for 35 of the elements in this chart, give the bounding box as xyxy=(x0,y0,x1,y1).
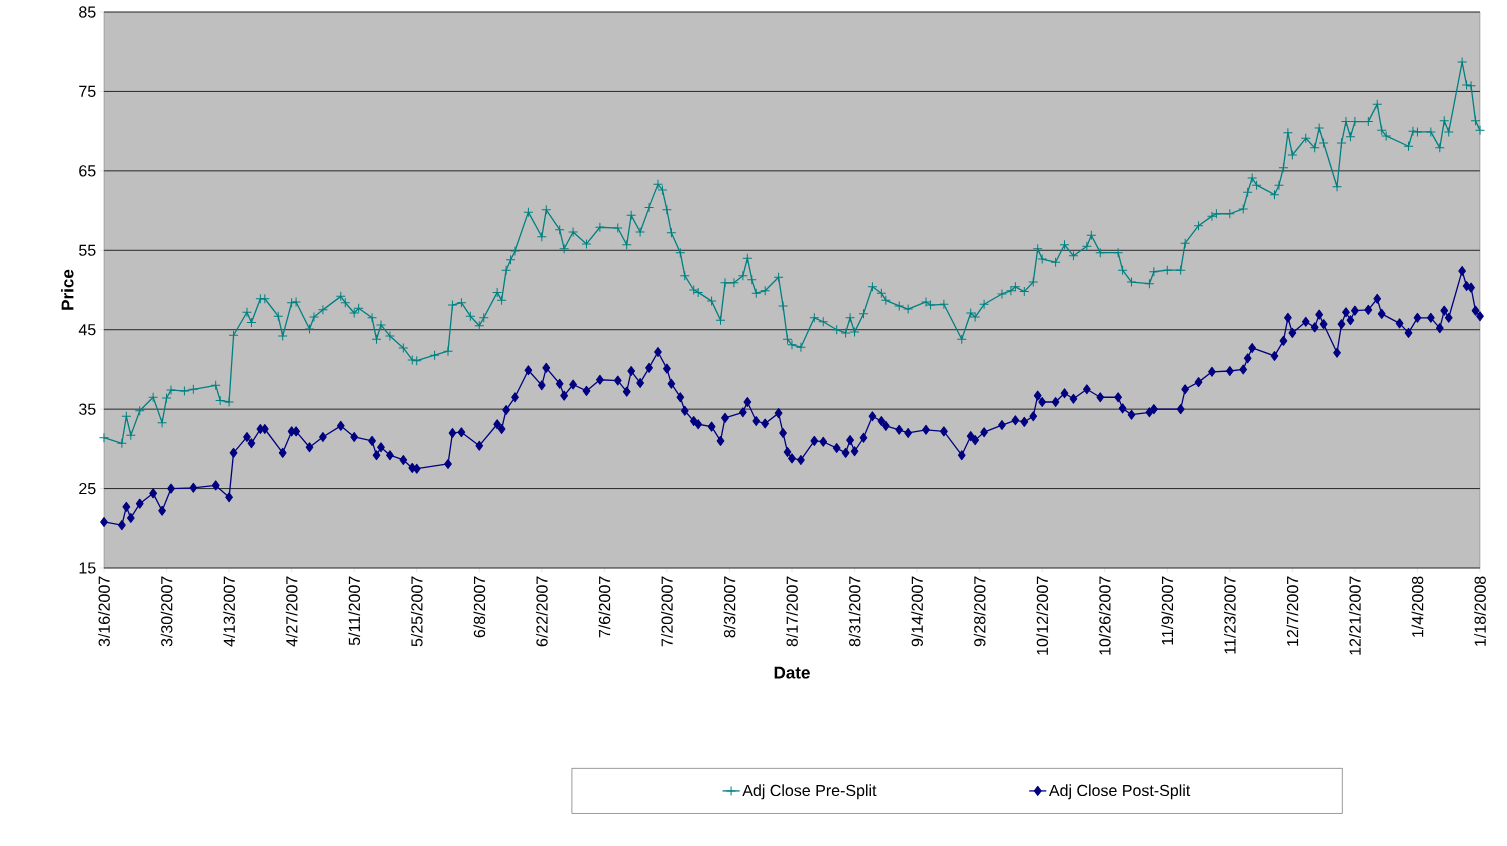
y-tick-label: 25 xyxy=(79,482,96,495)
x-tick-label: 1/18/2008 xyxy=(1474,576,1486,646)
x-tick-label: 4/27/2007 xyxy=(285,576,298,647)
x-tick-label: 12/21/2007 xyxy=(1349,576,1361,655)
y-tick-label: 55 xyxy=(79,244,96,256)
x-tick-label: 3/30/2007 xyxy=(160,576,173,647)
x-tick-label: 3/16/2007 xyxy=(98,576,110,647)
x-tick-label: 1/4/2008 xyxy=(1411,576,1424,637)
x-tick-label: 9/28/2007 xyxy=(973,576,986,647)
x-tick-label: 8/3/2007 xyxy=(723,576,736,638)
y-tick-label: 45 xyxy=(78,324,96,336)
x-tick-label: 11/23/2007 xyxy=(1223,576,1236,654)
y-tick-label: 65 xyxy=(79,165,96,177)
x-axis-title: Date xyxy=(774,666,810,679)
x-tick-label: 6/22/2007 xyxy=(535,576,548,647)
y-tick-label: 15 xyxy=(79,562,96,574)
x-tick-label: 7/6/2007 xyxy=(598,576,611,638)
x-tick-label: 6/8/2007 xyxy=(473,576,486,638)
x-tick-label: 4/13/2007 xyxy=(223,576,235,647)
y-tick-label: 75 xyxy=(79,85,96,98)
x-tick-label: 12/7/2007 xyxy=(1286,576,1299,646)
x-tick-label: 7/20/2007 xyxy=(661,576,673,647)
x-tick-label: 8/17/2007 xyxy=(786,576,798,647)
x-tick-label: 5/25/2007 xyxy=(410,576,423,647)
legend-label: Adj Close Post-Split xyxy=(1048,784,1191,800)
y-tick-label: 35 xyxy=(79,403,96,415)
y-tick-label: 85 xyxy=(79,6,96,18)
x-tick-label: 10/26/2007 xyxy=(1098,576,1111,655)
x-tick-label: 11/9/2007 xyxy=(1161,576,1174,645)
x-tick-label: 8/31/2007 xyxy=(848,576,861,647)
y-axis-title: Price xyxy=(61,269,74,310)
x-tick-label: 9/14/2007 xyxy=(911,576,923,647)
legend-label: Adj Close Pre-Split xyxy=(742,784,877,800)
x-tick-label: 10/12/2007 xyxy=(1036,576,1049,655)
x-tick-label: 5/11/2007 xyxy=(348,576,361,646)
